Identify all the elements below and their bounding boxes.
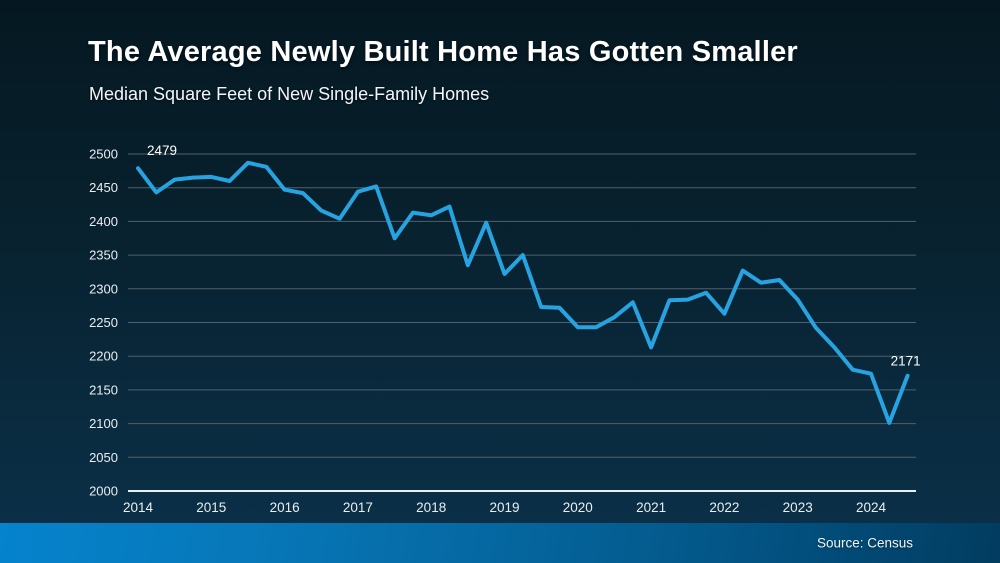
y-tick-label: 2350 (89, 248, 118, 263)
x-tick-label: 2019 (489, 500, 519, 515)
y-tick-label: 2400 (89, 214, 118, 229)
x-tick-label: 2024 (856, 500, 887, 515)
source-label: Source: Census (816, 535, 913, 551)
y-tick-label: 2450 (89, 180, 118, 195)
x-tick-label: 2017 (343, 500, 373, 515)
y-tick-label: 2100 (89, 416, 118, 431)
y-tick-label: 2000 (89, 484, 118, 499)
y-tick-label: 2150 (89, 382, 118, 397)
x-tick-label: 2015 (196, 500, 226, 515)
footer-bar: Source: Census (0, 523, 1000, 563)
y-tick-label: 2500 (89, 147, 118, 162)
page-title: The Average Newly Built Home Has Gotten … (88, 36, 798, 68)
y-tick-label: 2050 (89, 450, 118, 465)
chart-canvas: 2000 2050 2100 2150 2200 2250 2300 2350 2400 2450… (89, 143, 921, 515)
x-tick-label: 2021 (636, 500, 666, 515)
chart-subtitle: Median Square Feet of New Single-Family … (89, 84, 490, 104)
x-tick-label: 2023 (783, 500, 813, 515)
x-tick-label: 2022 (709, 500, 739, 515)
data-line (136, 160, 910, 425)
x-tick-label: 2014 (123, 500, 154, 515)
y-tick-label: 2300 (89, 281, 118, 296)
x-tick-label: 2020 (563, 500, 593, 515)
data-label: 2479 (147, 143, 177, 158)
x-tick-label: 2016 (270, 500, 300, 515)
line-chart: 2000 2050 2100 2150 2200 2250 2300 2350 2400 2450… (89, 143, 921, 515)
y-tick-label: 2200 (89, 349, 118, 364)
x-tick-label: 2018 (416, 500, 446, 515)
data-label: 2171 (891, 354, 921, 369)
y-tick-label: 2250 (89, 315, 118, 330)
